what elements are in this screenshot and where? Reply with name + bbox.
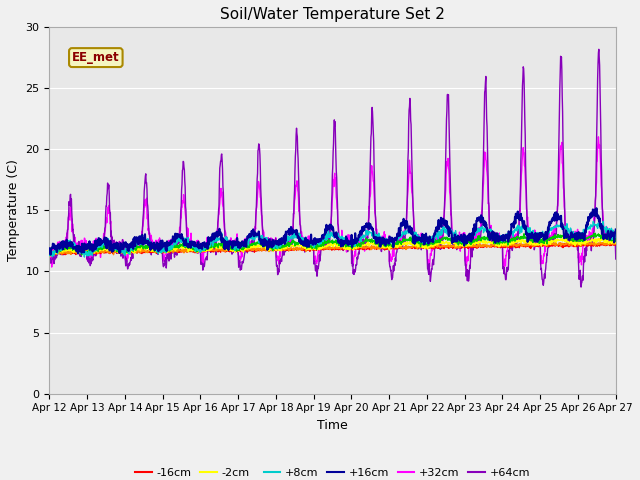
Text: EE_met: EE_met: [72, 51, 120, 64]
Title: Soil/Water Temperature Set 2: Soil/Water Temperature Set 2: [220, 7, 445, 22]
X-axis label: Time: Time: [317, 419, 348, 432]
Y-axis label: Temperature (C): Temperature (C): [7, 159, 20, 262]
Legend: -16cm, -8cm, -2cm, +2cm, +8cm, +16cm, +32cm, +64cm: -16cm, -8cm, -2cm, +2cm, +8cm, +16cm, +3…: [131, 464, 534, 480]
